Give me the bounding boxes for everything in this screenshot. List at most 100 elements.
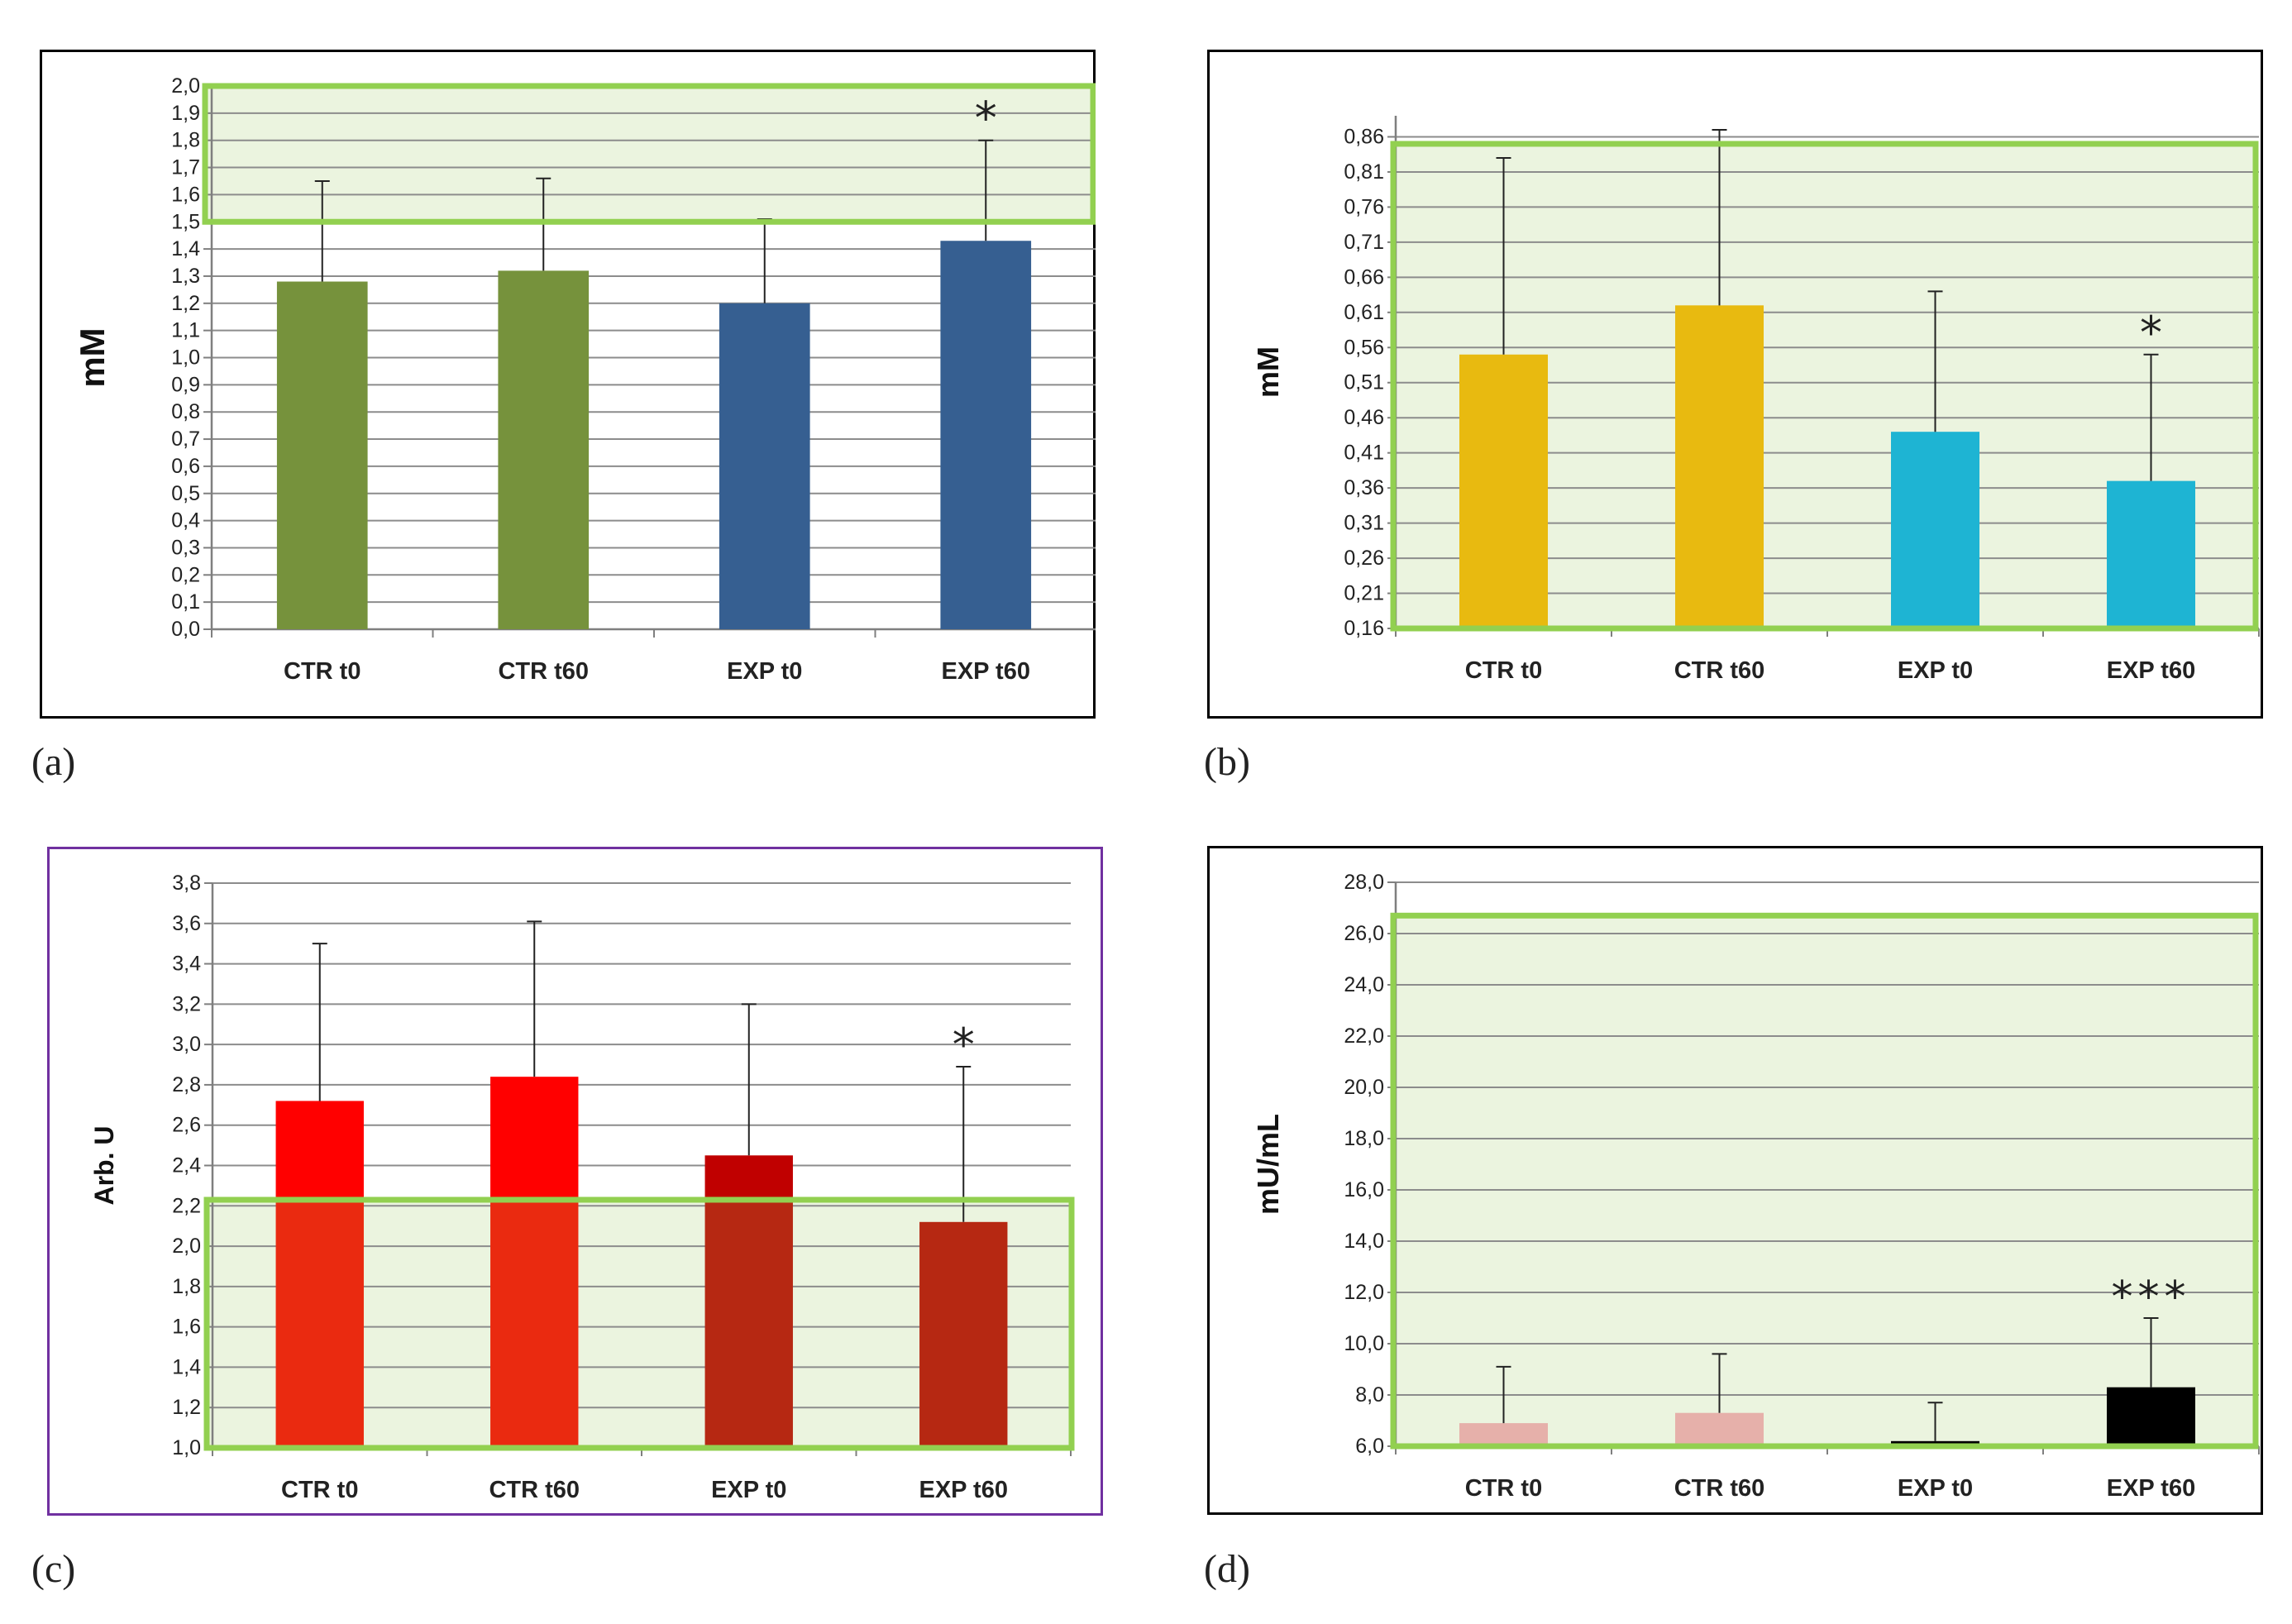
- bar-ctr-t0: [1459, 354, 1549, 628]
- y-tick-label: 0,86: [1344, 125, 1384, 148]
- bar-in-range-ctr-t60: [490, 1199, 579, 1448]
- bar-in-range-ctr-t0: [275, 1199, 364, 1448]
- y-tick-label: 2,8: [172, 1073, 201, 1096]
- y-tick-label: 26,0: [1344, 922, 1384, 945]
- reference-range-outline: [202, 83, 1096, 225]
- y-tick-label: 1,7: [171, 156, 200, 179]
- y-tick-label: 24,0: [1344, 973, 1384, 996]
- y-tick-label: 2,0: [171, 74, 200, 98]
- bar-ctr-t60: [490, 1077, 579, 1200]
- bar-exp-t0: [704, 1155, 793, 1200]
- significance-marker: *: [975, 93, 997, 145]
- y-tick-label: 2,6: [172, 1114, 201, 1137]
- y-tick-label: 3,2: [172, 992, 201, 1015]
- y-tick-label: 0,66: [1344, 265, 1384, 289]
- chart-panel-b: 0,16 0,21 0,26 0,31 0,36 0,41 0,46 0,51 0,56 0,61…: [1207, 50, 2263, 719]
- y-tick-label: 1,2: [172, 1396, 201, 1419]
- bar-in-range-exp-t0: [704, 1199, 793, 1448]
- y-tick-label: 0,8: [171, 400, 200, 423]
- bar-ctr-t60: [498, 270, 590, 629]
- y-tick-label: 0,1: [171, 590, 200, 614]
- bar-exp-t0: [719, 303, 810, 629]
- panel-label-d: (d): [1204, 1547, 1250, 1591]
- chart-panel-a: 0,0 0,1 0,2 0,3 0,4 0,5 0,6 0,7 0,8 0,9 1,0 1,1 1,2 1…: [40, 50, 1096, 719]
- reference-range-outline: [1390, 141, 2259, 632]
- y-tick-label: 12,0: [1344, 1281, 1384, 1304]
- y-tick-label: 1,6: [171, 183, 200, 206]
- y-tick-label: 1,4: [171, 237, 200, 260]
- y-tick-label: 6,0: [1355, 1435, 1384, 1458]
- y-tick-label: 0,31: [1344, 512, 1384, 535]
- y-tick-label: 28,0: [1344, 871, 1384, 894]
- y-axis-title: mM: [1251, 346, 1285, 398]
- y-axis-title: Arb. U: [89, 1126, 119, 1206]
- y-tick-label: 0,16: [1344, 617, 1384, 640]
- y-tick-label: 0,71: [1344, 231, 1384, 254]
- y-tick-label: 8,0: [1355, 1383, 1384, 1407]
- bar-ctr-t60: [1674, 305, 1764, 628]
- bar-in-range-exp-t60: [919, 1221, 1008, 1448]
- x-category-label: CTR t60: [1674, 1475, 1765, 1502]
- bar-ctr-t0: [276, 281, 368, 629]
- x-category-label: EXP t0: [1898, 657, 1973, 684]
- y-tick-label: 0,61: [1344, 301, 1384, 324]
- y-tick-label: 0,51: [1344, 371, 1384, 394]
- y-tick-label: 0,36: [1344, 476, 1384, 499]
- y-tick-label: 0,26: [1344, 547, 1384, 570]
- x-category-label: CTR t0: [284, 658, 361, 685]
- x-category-label: EXP t60: [2107, 1475, 2195, 1502]
- significance-marker: ***: [2112, 1273, 2191, 1322]
- x-category-label: EXP t60: [919, 1477, 1008, 1503]
- reference-range-outline: [1390, 912, 2259, 1450]
- y-axis-title: mM: [73, 327, 112, 387]
- bar-exp-t60: [2106, 480, 2196, 628]
- bar-chart-d: 6,0 8,0 10,0 12,0 14,0 16,0 18,0 20,0 22,0 24,0 26…: [1207, 846, 2263, 1515]
- y-tick-label: 0,3: [171, 536, 200, 559]
- y-tick-label: 3,8: [172, 872, 201, 895]
- x-category-label: EXP t0: [711, 1477, 786, 1503]
- y-tick-label: 0,81: [1344, 160, 1384, 184]
- y-tick-label: 0,9: [171, 373, 200, 396]
- y-tick-label: 1,6: [172, 1316, 201, 1339]
- y-tick-label: 0,5: [171, 482, 200, 505]
- y-tick-label: 2,0: [172, 1235, 201, 1258]
- y-tick-label: 0,2: [171, 563, 200, 586]
- y-tick-label: 2,4: [172, 1154, 201, 1177]
- y-tick-label: 1,9: [171, 102, 200, 125]
- y-tick-label: 1,5: [171, 210, 200, 233]
- y-tick-label: 16,0: [1344, 1178, 1384, 1201]
- reference-range-fill: [205, 86, 1093, 222]
- y-tick-label: 1,8: [171, 129, 200, 152]
- y-tick-label: 3,4: [172, 953, 201, 976]
- panel-label-c: (c): [31, 1547, 76, 1591]
- x-category-label: EXP t0: [1898, 1475, 1973, 1502]
- y-tick-label: 1,0: [172, 1436, 201, 1459]
- x-category-label: EXP t60: [942, 658, 1030, 685]
- y-tick-label: 1,2: [171, 292, 200, 315]
- bar-exp-t0: [1890, 432, 1980, 628]
- y-tick-label: 14,0: [1344, 1230, 1384, 1253]
- significance-marker: *: [953, 1019, 975, 1071]
- bar-chart-c: 1,0 1,2 1,4 1,6 1,8 2,0 2,2 2,4 2,6 2,8 3,0 3,2 3,4 3…: [47, 847, 1103, 1516]
- y-tick-label: 20,0: [1344, 1076, 1384, 1099]
- y-tick-label: 3,6: [172, 912, 201, 935]
- y-tick-label: 18,0: [1344, 1127, 1384, 1150]
- x-category-label: EXP t0: [727, 658, 802, 685]
- x-category-label: CTR t60: [489, 1477, 580, 1503]
- y-tick-label: 0,21: [1344, 582, 1384, 605]
- chart-panel-c: 1,0 1,2 1,4 1,6 1,8 2,0 2,2 2,4 2,6 2,8 3,0 3,2 3,4 3…: [47, 847, 1103, 1516]
- panel-label-b: (b): [1204, 740, 1250, 784]
- bar-exp-t60: [2106, 1387, 2196, 1446]
- y-tick-label: 3,0: [172, 1033, 201, 1056]
- y-tick-label: 0,76: [1344, 195, 1384, 218]
- bar-chart-a: 0,0 0,1 0,2 0,3 0,4 0,5 0,6 0,7 0,8 0,9 1,0 1,1 1,2 1…: [40, 50, 1096, 719]
- y-tick-label: 0,0: [171, 618, 200, 641]
- y-tick-label: 1,1: [171, 319, 200, 342]
- y-tick-label: 2,2: [172, 1194, 201, 1217]
- bar-chart-b: 0,16 0,21 0,26 0,31 0,36 0,41 0,46 0,51 0,56 0,61…: [1207, 50, 2263, 719]
- y-tick-label: 0,56: [1344, 336, 1384, 359]
- y-tick-label: 10,0: [1344, 1332, 1384, 1355]
- y-tick-label: 1,8: [172, 1275, 201, 1298]
- y-tick-label: 0,6: [171, 455, 200, 478]
- reference-range-fill: [1393, 915, 2256, 1446]
